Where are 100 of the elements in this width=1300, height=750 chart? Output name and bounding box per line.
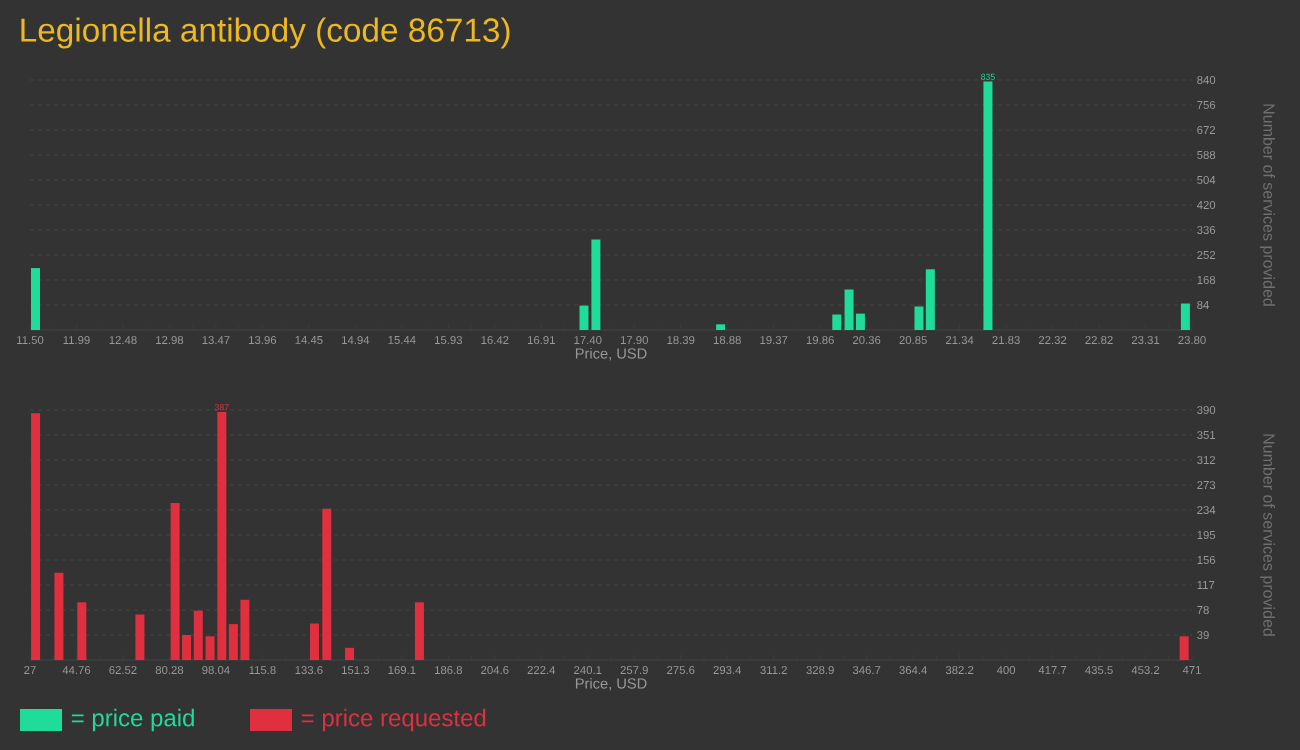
bar [31, 413, 41, 660]
bar [716, 324, 726, 330]
bar [832, 314, 842, 330]
y-tick-label: 756 [1197, 101, 1216, 110]
y-tick-label: 840 [1197, 76, 1216, 85]
bar [345, 647, 355, 660]
bar [855, 313, 865, 330]
x-tick-label: 15.44 [388, 336, 416, 344]
x-tick-label: 21.34 [945, 336, 974, 345]
x-tick-label: 22.32 [1038, 336, 1067, 345]
bar [309, 623, 319, 660]
y-tick-label: 168 [1197, 275, 1216, 284]
x-tick-label: 13.96 [249, 336, 277, 345]
bar [414, 602, 424, 660]
y-tick-label: 390 [1197, 406, 1216, 415]
legend-label: = price requested [301, 708, 486, 732]
bar [170, 502, 180, 660]
y-axis-title: Number of services provided [1260, 434, 1275, 636]
x-tick-label: 20.85 [899, 336, 927, 345]
x-tick-label: 12.98 [156, 336, 184, 345]
x-tick-label: 18.39 [667, 336, 695, 345]
data-label: 835 [981, 73, 995, 80]
bar [217, 411, 227, 660]
x-tick-label: 435.5 [1085, 666, 1113, 675]
x-tick-label: 21.83 [992, 336, 1020, 345]
x-axis-title: Price, USD [575, 347, 647, 361]
x-tick-label: 133.6 [295, 666, 323, 675]
x-tick-label: 18.88 [713, 336, 741, 345]
y-tick-label: 78 [1197, 606, 1209, 615]
y-tick-label: 234 [1197, 506, 1216, 515]
y-axis-title: Number of services provided [1260, 104, 1275, 306]
x-tick-label: 44.76 [62, 666, 91, 675]
y-tick-label: 273 [1197, 481, 1216, 490]
x-tick-label: 382.2 [945, 666, 974, 675]
x-tick-label: 400 [996, 666, 1016, 675]
x-tick-label: 98.04 [202, 666, 230, 675]
x-tick-label: 204.6 [481, 666, 509, 675]
x-tick-label: 19.37 [760, 336, 788, 345]
y-tick-label: 672 [1197, 126, 1216, 135]
y-tick-label: 117 [1197, 581, 1215, 589]
y-tick-label: 195 [1197, 531, 1216, 540]
x-tick-label: 115.8 [249, 666, 276, 675]
x-tick-label: 19.86 [806, 336, 834, 345]
x-tick-label: 11.99 [63, 336, 90, 345]
y-tick-label: 156 [1197, 556, 1216, 565]
bar [844, 289, 854, 330]
x-tick-label: 471 [1182, 666, 1201, 674]
x-tick-label: 14.94 [342, 336, 370, 345]
bar [1179, 636, 1189, 660]
bar [182, 635, 192, 660]
y-tick-label: 252 [1197, 250, 1216, 259]
x-tick-label: 80.28 [155, 666, 184, 675]
y-tick-label: 420 [1196, 201, 1216, 209]
x-tick-label: 293.4 [713, 666, 742, 675]
x-tick-label: 346.7 [852, 666, 881, 675]
x-tick-label: 16.91 [527, 336, 555, 345]
x-tick-label: 364.4 [899, 666, 927, 675]
bar [193, 610, 203, 660]
bar [322, 508, 332, 660]
x-tick-label: 23.80 [1178, 336, 1206, 345]
x-tick-label: 11.50 [17, 336, 44, 345]
y-tick-label: 336 [1197, 225, 1216, 234]
x-tick-label: 311.2 [760, 666, 787, 675]
bar [205, 636, 215, 660]
bar [135, 614, 145, 660]
bar [1180, 303, 1190, 330]
bar [30, 268, 40, 330]
bar [228, 624, 238, 660]
data-label: 387 [214, 404, 229, 411]
bar [914, 306, 924, 330]
y-tick-label: 588 [1197, 151, 1216, 160]
y-tick-label: 351 [1197, 431, 1216, 440]
x-tick-label: 20.36 [853, 336, 881, 345]
x-tick-label: 328.9 [806, 666, 834, 675]
bar [925, 269, 935, 330]
x-tick-label: 22.82 [1085, 336, 1113, 345]
x-tick-label: 186.8 [435, 666, 463, 675]
x-tick-label: 169.1 [388, 666, 416, 675]
x-tick-label: 16.42 [481, 336, 509, 345]
bar [579, 305, 589, 330]
bar [54, 572, 64, 660]
x-tick-label: 15.93 [435, 336, 463, 345]
x-tick-label: 222.4 [527, 666, 556, 674]
y-tick-label: 312 [1197, 456, 1216, 465]
x-tick-label: 17.90 [620, 336, 648, 345]
y-tick-label: 39 [1197, 631, 1209, 639]
x-axis-title: Price, USD [575, 677, 647, 691]
x-tick-label: 257.9 [620, 666, 648, 675]
x-tick-label: 62.52 [109, 666, 137, 675]
x-tick-label: 151.3 [342, 666, 370, 675]
x-tick-label: 17.40 [574, 336, 602, 345]
bar [77, 602, 87, 660]
bar [240, 599, 250, 660]
chart-title: Legionella antibody (code 86713) [21, 17, 510, 49]
x-tick-label: 14.45 [295, 336, 323, 344]
y-tick-label: 84 [1197, 300, 1209, 309]
x-tick-label: 13.47 [202, 336, 230, 345]
x-tick-label: 12.48 [109, 336, 137, 345]
bar [983, 81, 993, 330]
x-tick-label: 27 [24, 666, 36, 674]
